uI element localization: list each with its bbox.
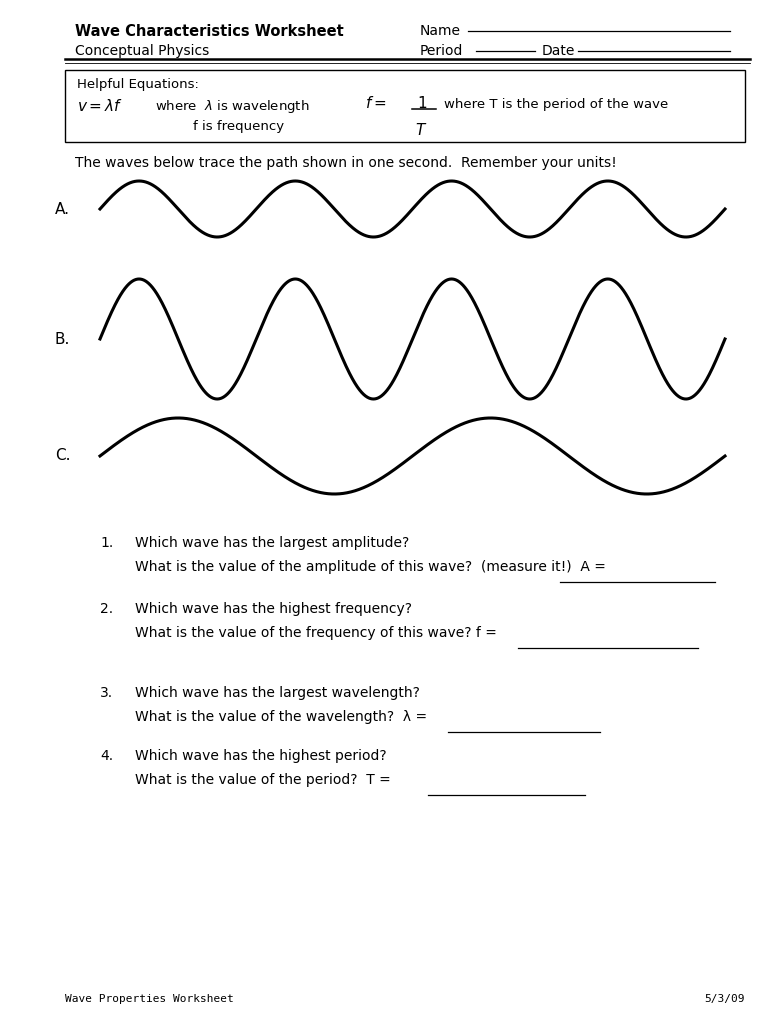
Text: $T$: $T$ <box>415 122 427 138</box>
Text: A.: A. <box>55 202 70 216</box>
Text: What is the value of the amplitude of this wave?  (measure it!)  A =: What is the value of the amplitude of th… <box>135 560 611 574</box>
Text: Which wave has the largest amplitude?: Which wave has the largest amplitude? <box>135 536 409 550</box>
Text: Conceptual Physics: Conceptual Physics <box>75 44 209 58</box>
Text: Which wave has the highest period?: Which wave has the highest period? <box>135 749 387 763</box>
Text: What is the value of the frequency of this wave? f =: What is the value of the frequency of th… <box>135 626 501 640</box>
Text: 5/3/09: 5/3/09 <box>705 994 745 1004</box>
Text: Helpful Equations:: Helpful Equations: <box>77 78 199 91</box>
Text: Period: Period <box>420 44 464 58</box>
Text: 4.: 4. <box>100 749 113 763</box>
Text: where T is the period of the wave: where T is the period of the wave <box>444 98 668 111</box>
Text: 3.: 3. <box>100 686 113 700</box>
Text: 1.: 1. <box>100 536 113 550</box>
Text: What is the value of the period?  T =: What is the value of the period? T = <box>135 773 395 787</box>
Text: f is frequency: f is frequency <box>193 120 284 133</box>
Text: Which wave has the largest wavelength?: Which wave has the largest wavelength? <box>135 686 420 700</box>
Text: $1$: $1$ <box>417 95 427 111</box>
Text: What is the value of the wavelength?  λ =: What is the value of the wavelength? λ = <box>135 710 431 724</box>
Bar <box>65 70 745 142</box>
Text: Name: Name <box>420 24 461 38</box>
Text: Wave Properties Worksheet: Wave Properties Worksheet <box>65 994 234 1004</box>
Text: Which wave has the highest frequency?: Which wave has the highest frequency? <box>135 602 412 616</box>
Text: Date: Date <box>542 44 575 58</box>
Text: C.: C. <box>55 449 71 464</box>
Text: $v = \lambda f$: $v = \lambda f$ <box>77 98 123 114</box>
Text: 2.: 2. <box>100 602 113 616</box>
Text: where  $\lambda$ is wavelength: where $\lambda$ is wavelength <box>155 98 310 115</box>
Text: The waves below trace the path shown in one second.  Remember your units!: The waves below trace the path shown in … <box>75 156 617 170</box>
Text: B.: B. <box>55 332 70 346</box>
Text: $f =$: $f =$ <box>365 95 387 111</box>
Text: Wave Characteristics Worksheet: Wave Characteristics Worksheet <box>75 24 343 39</box>
